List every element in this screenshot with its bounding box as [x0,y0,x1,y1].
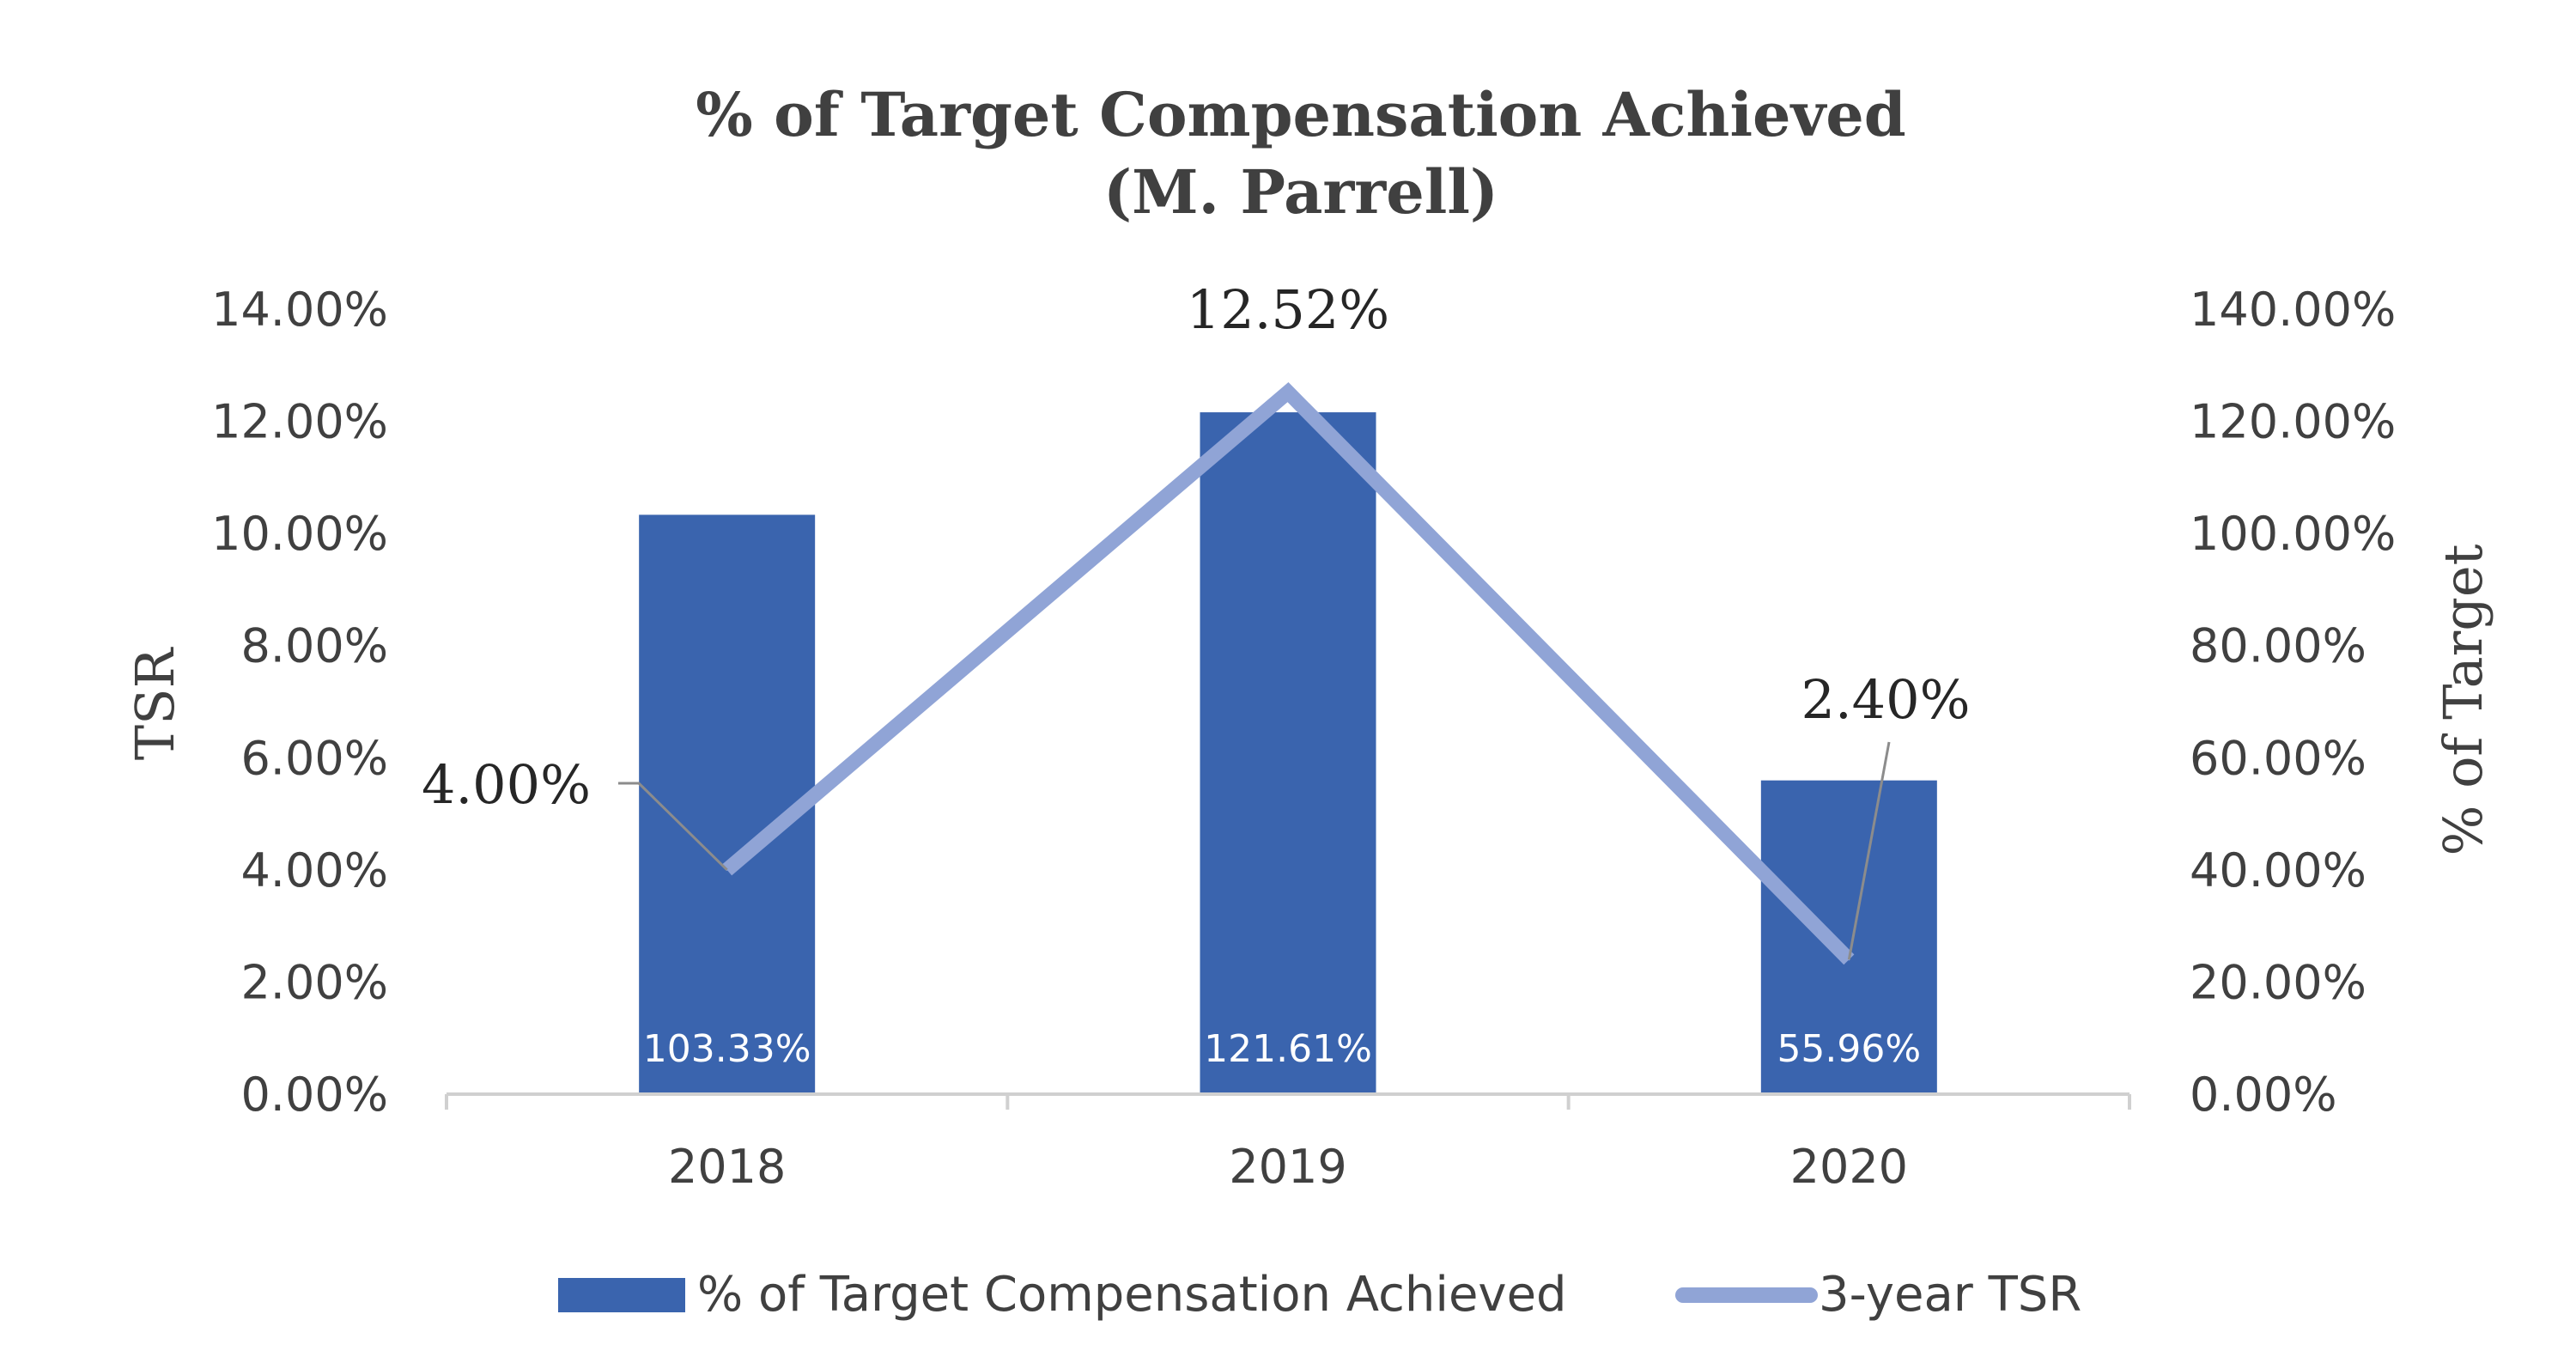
legend-line-label: 3-year TSR [1819,1267,2081,1323]
right-tick-label: 120.00% [2190,395,2396,449]
bar-data-labels: 103.33% 121.61% 55.96% [643,1027,1921,1071]
left-tick-label: 8.00% [240,619,388,673]
bar-2020 [1760,780,1937,1094]
left-tick-label: 12.00% [211,395,388,449]
right-axis-title: % of Target [2432,544,2494,855]
left-tick-label: 14.00% [211,283,388,337]
legend: % of Target Compensation Achieved 3-year… [558,1267,2081,1323]
bar-data-label: 121.61% [1204,1027,1372,1071]
bar-data-label: 103.33% [643,1027,811,1071]
line-data-label: 2.40% [1801,668,1971,731]
left-axis-ticks: 0.00% 2.00% 4.00% 6.00% 8.00% 10.00% 12.00% 14.… [211,283,388,1122]
line-data-labels: 4.00% 12.52% 2.40% [422,278,1971,960]
tsr-point [1287,391,1289,393]
right-tick-label: 60.00% [2190,731,2366,785]
bar-2018 [639,514,816,1094]
left-tick-label: 2.00% [240,955,388,1009]
x-tick-label: 2020 [1790,1140,1908,1194]
x-axis: 2018 2019 2020 [445,1092,2131,1194]
left-tick-label: 10.00% [211,507,388,561]
line-data-label: 12.52% [1187,278,1389,341]
left-tick-label: 0.00% [240,1068,388,1122]
x-tick-label: 2018 [668,1140,786,1194]
right-tick-label: 100.00% [2190,507,2396,561]
chart-title: % of Target Compensation Achieved [696,79,1905,150]
right-tick-label: 140.00% [2190,283,2396,337]
bar-series [639,412,1937,1094]
bar-2019 [1200,412,1376,1094]
right-tick-label: 80.00% [2190,619,2366,673]
bar-data-label: 55.96% [1777,1027,1921,1071]
chart-subtitle: (M. Parrell) [1103,156,1498,228]
right-tick-label: 40.00% [2190,843,2366,897]
right-axis-ticks: 0.00% 20.00% 40.00% 60.00% 80.00% 100.00% 120.… [2190,283,2396,1122]
right-tick-label: 20.00% [2190,955,2366,1009]
leader-line [618,782,728,871]
left-tick-label: 4.00% [240,843,388,897]
x-tick-label: 2019 [1229,1140,1346,1194]
legend-bar-swatch [558,1278,685,1312]
leader-line [1847,741,1891,960]
left-tick-label: 6.00% [240,731,388,785]
left-axis-title: TSR [124,646,186,760]
line-data-label: 4.00% [422,753,591,816]
right-tick-label: 0.00% [2190,1068,2337,1122]
legend-bar-label: % of Target Compensation Achieved [697,1267,1567,1323]
